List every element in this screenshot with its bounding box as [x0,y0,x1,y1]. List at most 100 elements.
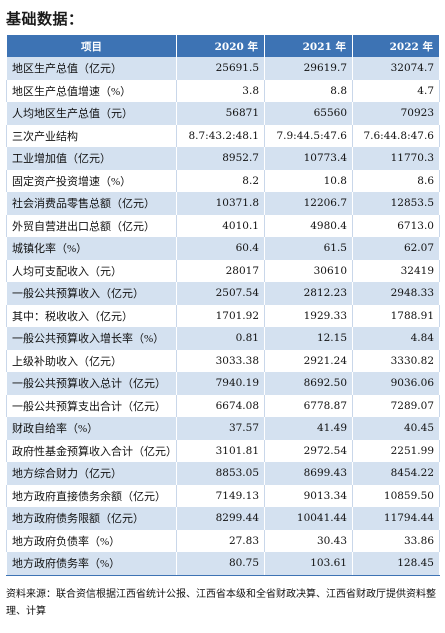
table-row: 一般公共预算收入总计（亿元） 7940.19 8692.50 9036.06 [6,372,440,395]
row-value: 10371.8 [176,192,265,215]
row-label: 外贸自营进出口总额（亿元） [6,214,177,237]
row-value: 1929.33 [264,304,353,327]
row-label: 一般公共预算支出合计（亿元） [6,394,177,417]
row-label: 城镇化率（%） [6,237,177,260]
header-2021: 2021 年 [264,35,353,57]
table-row: 上级补助收入（亿元） 3033.38 2921.24 3330.82 [6,349,440,372]
row-label: 人均地区生产总值（元） [6,102,177,125]
row-value: 8952.7 [176,147,265,170]
row-value: 8853.05 [176,462,265,485]
row-value: 8.2 [176,169,265,192]
row-value: 8699.43 [264,462,353,485]
row-value: 12206.7 [264,192,353,215]
table-row: 社会消费品零售总额（亿元） 10371.8 12206.7 12853.5 [6,192,440,215]
table-row: 地区生产总值（亿元） 25691.5 29619.7 32074.7 [6,57,440,80]
row-value: 56871 [176,102,265,125]
row-value: 2972.54 [264,439,353,462]
table-row: 固定资产投资增速（%） 8.2 10.8 8.6 [6,169,440,192]
header-2020: 2020 年 [176,35,265,57]
row-value: 9036.06 [352,372,440,395]
table-row: 地方综合财力（亿元） 8853.05 8699.43 8454.22 [6,462,440,485]
row-value: 70923 [352,102,440,125]
table-row: 三次产业结构 8.7:43.2:48.1 7.9:44.5:47.6 7.6:44.8… [6,124,440,147]
row-value: 2812.23 [264,282,353,305]
row-value: 2948.33 [352,282,440,305]
table-row: 外贸自营进出口总额（亿元） 4010.1 4980.4 6713.0 [6,214,440,237]
row-value: 30.43 [264,529,353,552]
row-value: 10041.44 [264,507,353,530]
table-row: 地方政府债务限额（亿元） 8299.44 10041.44 11794.44 [6,507,440,530]
row-label: 一般公共预算收入增长率（%） [6,327,177,350]
row-label: 社会消费品零售总额（亿元） [6,192,177,215]
row-label: 地方综合财力（亿元） [6,462,177,485]
row-label: 地区生产总值增速（%） [6,79,177,102]
table-row: 城镇化率（%） 60.4 61.5 62.07 [6,237,440,260]
row-value: 32074.7 [352,57,440,80]
row-value: 9013.34 [264,484,353,507]
row-value: 4.84 [352,327,440,350]
table-row: 地方政府负债率（%） 27.83 30.43 33.86 [6,529,440,552]
row-label: 三次产业结构 [6,124,177,147]
row-label: 地方政府债务限额（亿元） [6,507,177,530]
row-label: 人均可支配收入（元） [6,259,177,282]
source-note: 资料来源：联合资信根据江西省统计公报、江西省本级和全省财政决算、江西省财政厅提供… [6,589,436,617]
row-label: 工业增加值（亿元） [6,147,177,170]
row-value: 10.8 [264,169,353,192]
row-label: 地方政府直接债务余额（亿元） [6,484,177,507]
row-value: 80.75 [176,552,265,576]
row-value: 2507.54 [176,282,265,305]
row-value: 8692.50 [264,372,353,395]
row-value: 11794.44 [352,507,440,530]
row-value: 3.8 [176,79,265,102]
table-header-row: 项目 2020 年 2021 年 2022 年 [6,35,440,57]
row-value: 3033.38 [176,349,265,372]
row-value: 41.49 [264,417,353,440]
row-value: 7149.13 [176,484,265,507]
row-value: 40.45 [352,417,440,440]
row-value: 33.86 [352,529,440,552]
row-value: 11770.3 [352,147,440,170]
row-value: 3330.82 [352,349,440,372]
row-value: 61.5 [264,237,353,260]
row-value: 8.6 [352,169,440,192]
row-label: 固定资产投资增速（%） [6,169,177,192]
row-value: 12853.5 [352,192,440,215]
row-value: 3101.81 [176,439,265,462]
row-value: 29619.7 [264,57,353,80]
row-value: 1701.92 [176,304,265,327]
row-value: 65560 [264,102,353,125]
row-label: 地区生产总值（亿元） [6,57,177,80]
row-value: 37.57 [176,417,265,440]
table-row: 人均可支配收入（元） 28017 30610 32419 [6,259,440,282]
table-row: 人均地区生产总值（元） 56871 65560 70923 [6,102,440,125]
row-value: 1788.91 [352,304,440,327]
table-row: 一般公共预算收入（亿元） 2507.54 2812.23 2948.33 [6,282,440,305]
table-row: 财政自给率（%） 37.57 41.49 40.45 [6,417,440,440]
row-label: 政府性基金预算收入合计（亿元） [6,439,177,462]
row-value: 8299.44 [176,507,265,530]
row-value: 32419 [352,259,440,282]
row-label: 上级补助收入（亿元） [6,349,177,372]
row-value: 4980.4 [264,214,353,237]
row-value: 10859.50 [352,484,440,507]
row-value: 10773.4 [264,147,353,170]
row-value: 2921.24 [264,349,353,372]
row-value: 7289.07 [352,394,440,417]
row-value: 4.7 [352,79,440,102]
row-label: 地方政府负债率（%） [6,529,177,552]
row-label: 地方政府债务率（%） [6,552,177,576]
row-value: 25691.5 [176,57,265,80]
row-value: 103.61 [264,552,353,576]
header-item: 项目 [6,35,177,57]
row-value: 6778.87 [264,394,353,417]
table-row: 其中：税收收入（亿元） 1701.92 1929.33 1788.91 [6,304,440,327]
row-value: 0.81 [176,327,265,350]
table-row: 政府性基金预算收入合计（亿元） 3101.81 2972.54 2251.99 [6,439,440,462]
basic-data-table: 项目 2020 年 2021 年 2022 年 地区生产总值（亿元） 25691.… [6,35,440,576]
row-value: 60.4 [176,237,265,260]
row-value: 30610 [264,259,353,282]
table-row: 一般公共预算收入增长率（%） 0.81 12.15 4.84 [6,327,440,350]
row-value: 2251.99 [352,439,440,462]
row-label: 一般公共预算收入总计（亿元） [6,372,177,395]
row-value: 8.8 [264,79,353,102]
